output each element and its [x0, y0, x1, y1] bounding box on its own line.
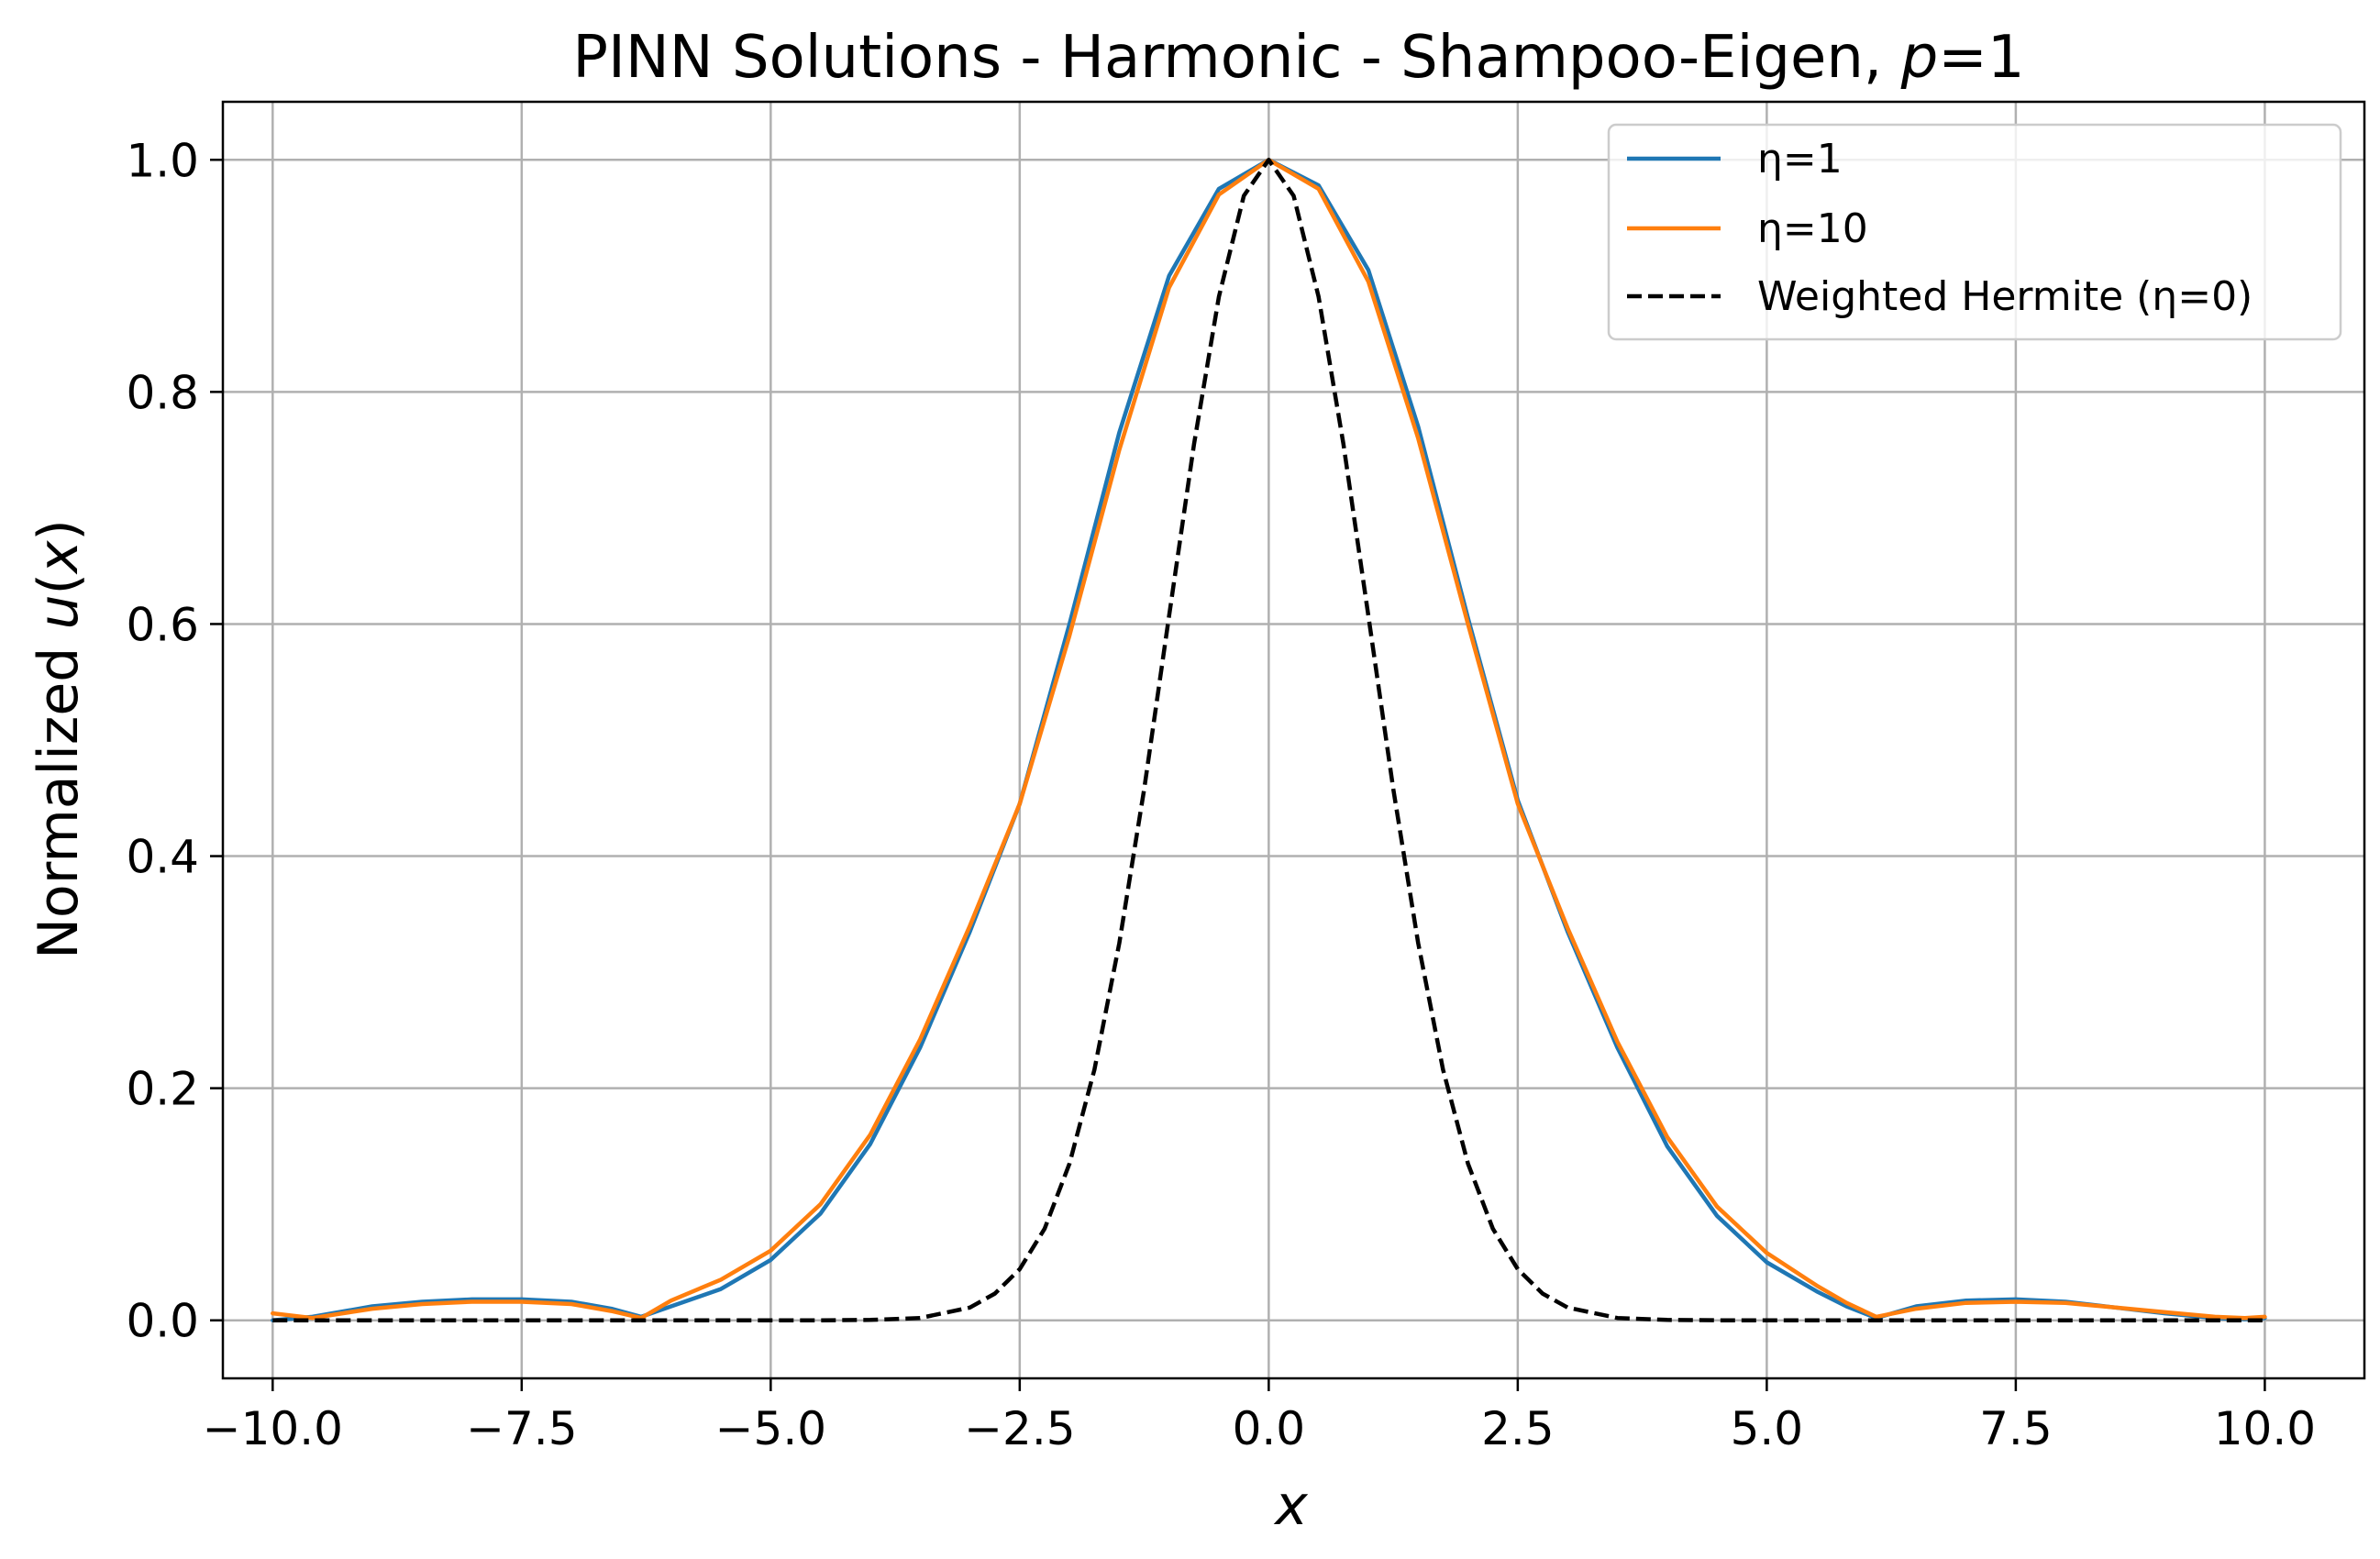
x-tick-label: 7.5 [1979, 1402, 2053, 1455]
y-tick-label: 1.0 [126, 134, 199, 187]
chart-title: PINN Solutions - Harmonic - Shampoo-Eige… [572, 24, 2024, 92]
x-tick-label: −2.5 [964, 1402, 1075, 1455]
series-line-eta-10 [271, 158, 2267, 1321]
legend: η=1 η=10 Weighted Hermite (η=0) [1607, 123, 2342, 341]
y-tick-label: 0.2 [126, 1063, 199, 1116]
legend-label-eta-10: η=10 [1757, 205, 1868, 252]
legend-box [1607, 123, 2342, 341]
y-axis-label: Normalized u(x) [27, 519, 91, 959]
x-tick-label: 0.0 [1233, 1402, 1306, 1455]
series-layer [271, 158, 2267, 1322]
plot-frame [221, 100, 2366, 1380]
x-tick-label: 2.5 [1481, 1402, 1555, 1455]
legend-label-weighted-hermite: Weighted Hermite (η=0) [1757, 273, 2253, 320]
x-axis: −10.0 −7.5 −5.0 −2.5 0.0 2.5 5.0 7.5 10.0 [203, 1378, 2316, 1455]
x-tick-label: −7.5 [466, 1402, 577, 1455]
x-tick-label: 10.0 [2214, 1402, 2316, 1455]
legend-label-eta-1: η=1 [1757, 136, 1843, 182]
x-axis-label: x [1273, 1474, 1308, 1538]
series-line-weighted-hermite [272, 158, 2265, 1322]
x-tick-label: −5.0 [715, 1402, 826, 1455]
y-tick-label: 0.4 [126, 831, 199, 884]
x-tick-label: 5.0 [1731, 1402, 1804, 1455]
y-tick-label: 0.6 [126, 598, 199, 651]
y-tick-label: 0.8 [126, 366, 199, 419]
y-axis: 0.0 0.2 0.4 0.6 0.8 1.0 [126, 134, 223, 1348]
y-tick-label: 0.0 [126, 1295, 199, 1348]
x-tick-label: −10.0 [203, 1402, 343, 1455]
